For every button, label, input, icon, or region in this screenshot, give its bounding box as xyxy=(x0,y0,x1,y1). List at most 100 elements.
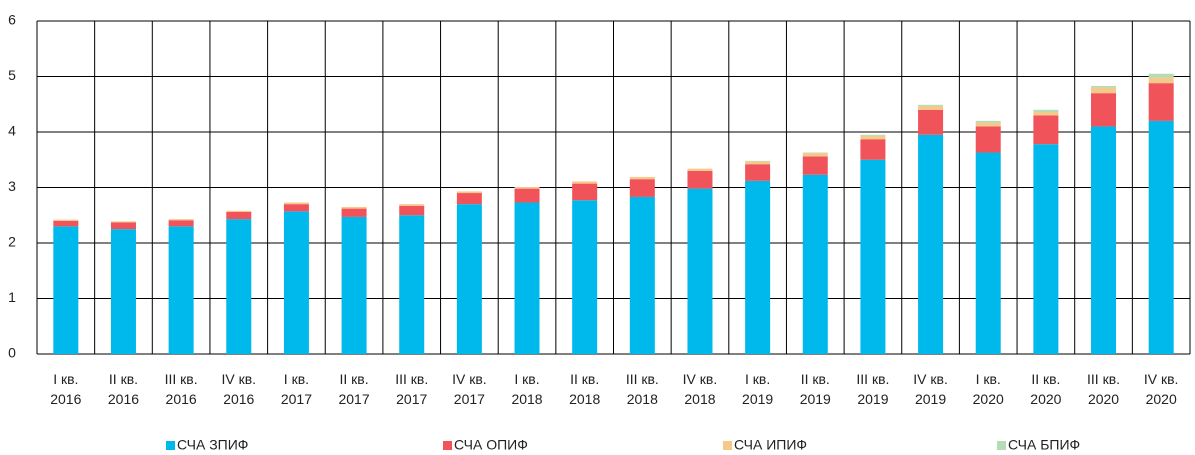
x-tick-label: III кв. 2019 xyxy=(856,371,889,407)
bar-segment xyxy=(399,204,425,206)
y-tick-label: 6 xyxy=(8,12,16,28)
x-tick-label: III кв. 2018 xyxy=(626,371,659,407)
legend-label: СЧА ИПИФ xyxy=(734,437,807,453)
bar-segment xyxy=(110,222,136,230)
bar-segment xyxy=(1148,83,1174,121)
x-tick-label: I кв. 2017 xyxy=(281,371,312,407)
bar-segment xyxy=(745,164,771,181)
bar-segment xyxy=(1091,87,1117,94)
bar-segment xyxy=(168,219,194,221)
bar-segment xyxy=(918,105,944,110)
bar-segment xyxy=(802,153,828,157)
bar-segment xyxy=(629,179,655,197)
bar-segment xyxy=(629,196,655,354)
bar-segment xyxy=(399,215,425,354)
x-tick-label: III кв. 2020 xyxy=(1087,371,1120,407)
bar-segment xyxy=(226,210,252,212)
bar-segment xyxy=(629,176,655,180)
bar-segment xyxy=(514,202,540,354)
legend-swatch xyxy=(166,441,175,450)
x-tick-label: I кв. 2016 xyxy=(50,371,81,407)
legend-label: СЧА ЗПИФ xyxy=(177,437,248,453)
bar-segment xyxy=(1148,120,1174,355)
bar-segment xyxy=(168,226,194,354)
bar-segment xyxy=(341,208,367,217)
x-tick-label: II кв. 2017 xyxy=(338,371,369,407)
bar-segment xyxy=(168,220,194,227)
bar-segment xyxy=(745,160,771,162)
x-tick-label: III кв. 2017 xyxy=(395,371,428,407)
bar-segment xyxy=(975,122,1001,127)
bar-segment xyxy=(110,229,136,354)
bar-segment xyxy=(802,156,828,175)
legend-label: СЧА БПИФ xyxy=(1008,437,1080,453)
bar-segment xyxy=(745,180,771,354)
bar-segment xyxy=(860,139,886,160)
x-tick-label: I кв. 2019 xyxy=(742,371,773,407)
y-tick-label: 0 xyxy=(8,345,16,361)
x-tick-label: IV кв. 2018 xyxy=(683,371,718,407)
bar-segment xyxy=(1091,93,1117,127)
bar-segment xyxy=(226,219,252,354)
y-tick-label: 3 xyxy=(8,178,16,194)
x-tick-label: II кв. 2019 xyxy=(800,371,831,407)
bar-segment xyxy=(53,226,79,354)
bar-segment xyxy=(1033,109,1059,113)
legend-swatch xyxy=(443,441,452,450)
x-tick-label: IV кв. 2016 xyxy=(221,371,256,407)
x-tick-label: IV кв. 2020 xyxy=(1144,371,1179,407)
bar-segment xyxy=(53,220,79,227)
y-tick-label: 4 xyxy=(8,123,16,139)
x-tick-label: IV кв. 2017 xyxy=(452,371,487,407)
bar-segment xyxy=(456,193,482,205)
legend-swatch xyxy=(723,441,732,450)
bar-segment xyxy=(1148,73,1174,78)
bar-segment xyxy=(687,168,713,171)
bar-segment xyxy=(456,204,482,354)
bar-segment xyxy=(1033,144,1059,354)
bar-segment xyxy=(802,174,828,354)
x-tick-label: IV кв. 2019 xyxy=(913,371,948,407)
y-tick-label: 5 xyxy=(8,67,16,83)
bar-segment xyxy=(687,188,713,354)
y-tick-label: 1 xyxy=(8,289,16,305)
bar-segment xyxy=(1148,77,1174,84)
bar-segment xyxy=(975,152,1001,354)
bar-segment xyxy=(53,219,79,221)
x-tick-label: II кв. 2020 xyxy=(1030,371,1061,407)
bar-segment xyxy=(975,126,1001,153)
bar-segment xyxy=(226,211,252,220)
bar-segment xyxy=(514,186,540,189)
bar-segment xyxy=(572,200,598,354)
bar-segment xyxy=(283,202,309,205)
bar-segment xyxy=(975,120,1001,123)
bar-segment xyxy=(860,159,886,354)
bar-segment xyxy=(745,161,771,165)
bar-segment xyxy=(918,104,944,106)
bar-segment xyxy=(341,216,367,354)
legend-label: СЧА ОПИФ xyxy=(454,437,528,453)
bar-segment xyxy=(1091,126,1117,354)
legend-swatch xyxy=(997,441,1006,450)
bar-segment xyxy=(860,134,886,136)
bar-segment xyxy=(572,181,598,184)
bar-segment xyxy=(456,191,482,194)
x-tick-label: I кв. 2020 xyxy=(973,371,1004,407)
bar-segment xyxy=(1091,85,1117,88)
x-tick-label: II кв. 2016 xyxy=(108,371,139,407)
bar-segment xyxy=(918,134,944,354)
bar-segment xyxy=(860,135,886,140)
x-tick-label: III кв. 2016 xyxy=(165,371,198,407)
bar-segment xyxy=(802,152,828,154)
x-tick-label: II кв. 2018 xyxy=(569,371,600,407)
bar-segment xyxy=(514,188,540,203)
y-tick-label: 2 xyxy=(8,234,16,250)
bar-segment xyxy=(918,109,944,135)
bar-segment xyxy=(1033,115,1059,145)
bar-segment xyxy=(399,205,425,216)
bar-segment xyxy=(572,183,598,201)
bar-segment xyxy=(687,170,713,189)
bar-segment xyxy=(110,221,136,223)
x-tick-label: I кв. 2018 xyxy=(511,371,542,407)
